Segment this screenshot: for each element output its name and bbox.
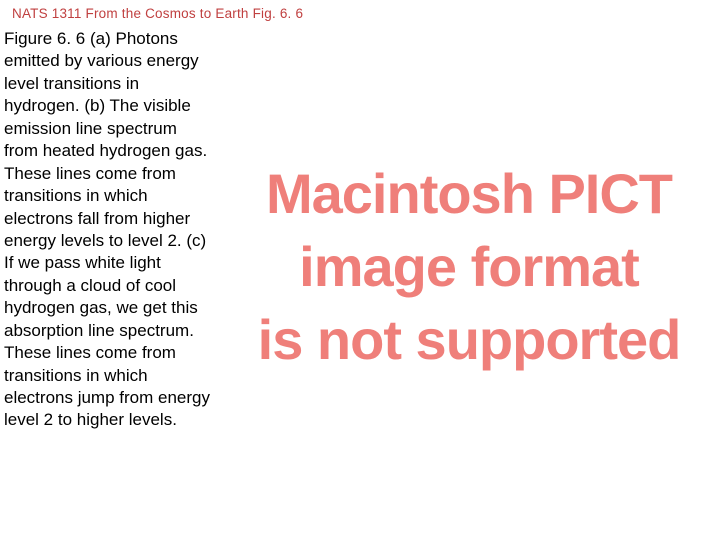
- pict-line-3: is not supported: [214, 311, 720, 370]
- pict-line-2: image format: [214, 238, 720, 297]
- pict-line-1: Macintosh PICT: [214, 165, 720, 224]
- figure-caption: Figure 6. 6 (a) Photons emitted by vario…: [4, 28, 214, 432]
- pict-unsupported-message: Macintosh PICT image format is not suppo…: [214, 165, 720, 369]
- course-header: NATS 1311 From the Cosmos to Earth Fig. …: [12, 6, 303, 21]
